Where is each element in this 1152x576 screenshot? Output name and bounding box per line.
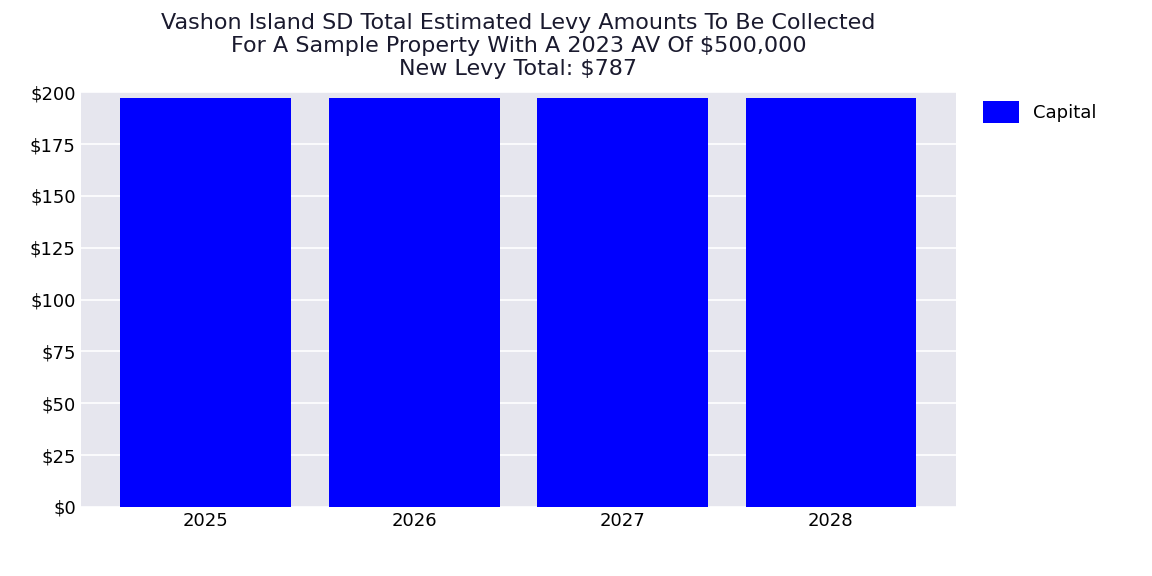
Bar — [121, 98, 291, 507]
Title: Vashon Island SD Total Estimated Levy Amounts To Be Collected
For A Sample Prope: Vashon Island SD Total Estimated Levy Am… — [161, 13, 876, 79]
Bar — [537, 98, 708, 507]
Bar — [745, 98, 916, 507]
Bar — [328, 98, 500, 507]
Legend: Capital: Capital — [983, 101, 1097, 123]
